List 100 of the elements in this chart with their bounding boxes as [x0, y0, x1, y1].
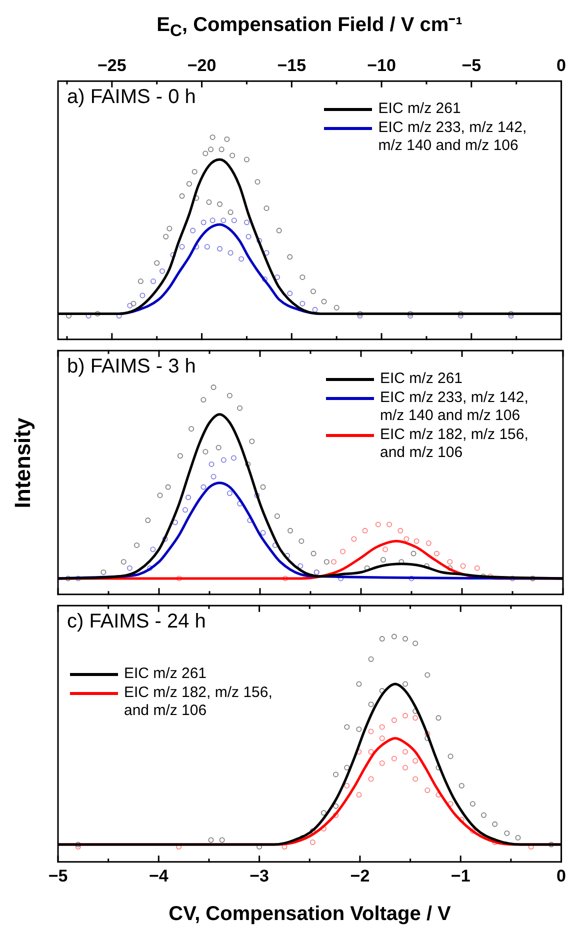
- point: [188, 426, 194, 432]
- point: [320, 810, 326, 816]
- point: [344, 724, 350, 730]
- point: [408, 576, 414, 582]
- point: [200, 220, 206, 226]
- point: [208, 146, 214, 152]
- point: [310, 288, 316, 294]
- x-axis-title: E$_{C}$, Compensation Field / V cm⁻¹: [156, 13, 462, 41]
- point: [147, 565, 153, 571]
- point: [190, 228, 196, 234]
- point: [204, 244, 210, 250]
- point: [150, 278, 156, 284]
- point: [288, 528, 294, 534]
- legend-label: EIC m/z 261: [378, 100, 462, 118]
- point: [362, 528, 368, 534]
- point: [165, 484, 171, 490]
- point: [412, 758, 418, 764]
- x-tick-label: −2: [350, 866, 370, 886]
- point: [274, 513, 280, 519]
- point: [402, 681, 408, 687]
- point: [470, 801, 476, 807]
- point: [334, 304, 340, 310]
- point: [321, 298, 327, 304]
- legend-label: EIC m/z 182, m/z 156, and m/z 106: [124, 684, 274, 720]
- x-tick-label: −25: [98, 56, 126, 75]
- y-axis-title: Intensity: [10, 417, 36, 508]
- point: [220, 457, 226, 463]
- point: [256, 238, 262, 244]
- point: [217, 201, 223, 207]
- point: [150, 546, 156, 552]
- point: [492, 821, 498, 827]
- point: [515, 834, 521, 840]
- point: [166, 226, 172, 232]
- point: [219, 837, 225, 843]
- point: [310, 840, 316, 846]
- point: [254, 492, 260, 498]
- point: [402, 749, 408, 755]
- point: [226, 490, 232, 496]
- point: [344, 782, 350, 788]
- point: [145, 518, 151, 524]
- point: [402, 712, 408, 718]
- point: [127, 302, 133, 308]
- point: [412, 640, 418, 646]
- point: [262, 276, 268, 282]
- point: [206, 199, 212, 205]
- point: [300, 300, 306, 306]
- point: [134, 542, 140, 548]
- point: [298, 538, 304, 544]
- x-tick-label: −20: [187, 56, 216, 75]
- point: [249, 438, 255, 444]
- point: [238, 256, 244, 262]
- point: [380, 557, 386, 563]
- point: [474, 565, 480, 571]
- point: [208, 461, 214, 467]
- point: [312, 306, 318, 312]
- point: [217, 246, 223, 252]
- x-tick-label: 0: [556, 866, 566, 886]
- point: [216, 444, 222, 450]
- x-tick-label: −3: [250, 866, 270, 886]
- point: [333, 812, 339, 818]
- point: [333, 803, 339, 809]
- point: [264, 205, 270, 211]
- point: [504, 830, 510, 836]
- point: [177, 453, 183, 459]
- chart-title: a) FAIMS - 0 h: [67, 86, 196, 108]
- point: [458, 782, 464, 788]
- point: [379, 736, 385, 742]
- point: [130, 300, 136, 306]
- point: [391, 756, 397, 762]
- point: [434, 550, 440, 556]
- point: [237, 405, 243, 411]
- point: [324, 559, 330, 565]
- point: [246, 234, 252, 240]
- point: [310, 550, 316, 556]
- point: [379, 636, 385, 642]
- point: [447, 565, 453, 571]
- point: [379, 724, 385, 730]
- point: [402, 764, 408, 770]
- point: [298, 563, 304, 569]
- point: [220, 218, 226, 224]
- point: [276, 228, 282, 234]
- point: [140, 292, 146, 298]
- x-tick-label: −10: [367, 56, 396, 75]
- point: [182, 507, 188, 513]
- x-tick-label: −4: [148, 866, 169, 886]
- chart-title: b) FAIMS - 3 h: [67, 355, 196, 378]
- point: [192, 168, 198, 174]
- point: [300, 274, 306, 280]
- point: [368, 702, 374, 708]
- point: [210, 384, 216, 390]
- point: [120, 559, 126, 565]
- point: [186, 494, 192, 500]
- point: [260, 484, 266, 490]
- point: [163, 234, 169, 240]
- point: [447, 559, 453, 565]
- point: [379, 760, 385, 766]
- point: [436, 715, 442, 721]
- point: [356, 681, 362, 687]
- point: [208, 837, 214, 843]
- point: [210, 474, 216, 480]
